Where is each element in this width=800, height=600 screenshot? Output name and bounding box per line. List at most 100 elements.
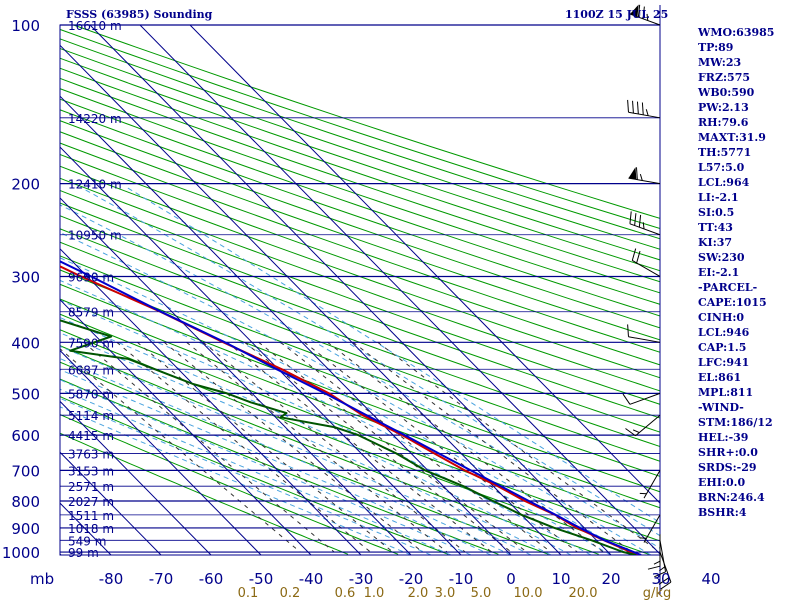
index-item: EI:-2.1	[698, 266, 740, 279]
index-item: EL:861	[698, 371, 742, 384]
index-item: LI:-2.1	[698, 191, 739, 204]
wind-barb	[658, 551, 672, 590]
temperature-tick-label: -10	[449, 570, 474, 588]
wind-barb-shaft	[643, 514, 661, 543]
index-item: WMO:63985	[698, 26, 775, 39]
dry-adiabat	[60, 57, 660, 261]
dry-adiabat	[60, 189, 660, 405]
wind-barb-feather	[642, 6, 645, 19]
wind-barb	[627, 324, 661, 343]
index-item: MPL:811	[698, 386, 754, 399]
dry-adiabat	[60, 269, 660, 493]
height-label: 3763 m	[68, 447, 114, 461]
index-item: SW:230	[698, 251, 745, 264]
wind-barb	[628, 167, 661, 185]
mixing-ratio-label: 0.1	[238, 586, 259, 600]
isotherm	[60, 44, 562, 555]
dry-adiabat	[60, 47, 660, 250]
mixing-ratio-label: 2.0	[408, 586, 429, 600]
height-label: 10950 m	[68, 229, 122, 243]
temperature-tick-label: -40	[299, 570, 324, 588]
pressure-tick-label: 200	[11, 176, 40, 194]
index-item: SHR+:0.0	[698, 446, 758, 459]
pressure-tick-label: 100	[11, 17, 40, 35]
wind-barb	[639, 514, 661, 543]
wind-barb-feather	[629, 211, 632, 224]
isotherm	[0, 25, 11, 555]
wind-barb-feather	[627, 324, 629, 337]
wind-barb-feather	[659, 566, 665, 572]
dry-adiabat	[60, 120, 660, 329]
index-item: -PARCEL-	[698, 281, 758, 294]
temperature-tick-label: -20	[399, 570, 424, 588]
isotherm	[60, 400, 212, 555]
dry-adiabat	[60, 88, 660, 294]
index-item: CAP:1.5	[698, 341, 747, 354]
wind-barb	[629, 211, 661, 236]
wind-barb-shaft	[659, 540, 667, 572]
index-item: -WIND-	[698, 401, 744, 414]
wind-barb-feather	[660, 581, 672, 590]
moist-adiabat	[60, 388, 452, 555]
index-item: WB0:590	[698, 86, 755, 99]
mixing-ratio-label: 1.0	[364, 586, 385, 600]
isotherm	[189, 25, 660, 504]
wind-barb-feather	[642, 222, 645, 229]
index-item: STM:186/12	[698, 416, 773, 429]
height-label: 7590 m	[68, 336, 114, 350]
index-item: CAPE:1015	[698, 296, 767, 309]
dry-adiabat	[60, 142, 660, 353]
height-label: 4415 m	[68, 429, 114, 443]
wind-barb-shaft	[643, 470, 661, 499]
wind-barb-feather	[641, 102, 644, 115]
wind-barb-shaft	[629, 223, 661, 236]
moist-adiabat	[125, 186, 660, 524]
dry-adiabat	[60, 361, 549, 555]
wind-barb-feather	[635, 167, 638, 180]
isotherm	[60, 146, 462, 555]
height-label: 6687 m	[68, 363, 114, 377]
mixing-ratio-label: 20.0	[569, 586, 598, 600]
pressure-tick-label: 400	[11, 334, 40, 352]
index-item: L57:5.0	[698, 161, 745, 174]
wind-barb-feather	[654, 571, 666, 578]
wind-barb	[647, 534, 661, 570]
wind-barb-feather	[647, 565, 661, 570]
height-label: 2027 m	[68, 495, 114, 509]
isotherm	[60, 248, 362, 555]
wind-barb-shaft	[635, 414, 661, 437]
index-item: TH:5771	[698, 146, 752, 159]
height-label: 5870 m	[68, 387, 114, 401]
isobars	[59, 5, 661, 595]
index-item: LCL:946	[698, 326, 750, 339]
parcel-line	[60, 260, 642, 555]
height-label: 12410 m	[68, 178, 122, 192]
wind-barb-shaft	[629, 392, 661, 405]
moist-adiabat	[60, 231, 652, 555]
height-label: 3153 m	[68, 464, 114, 478]
dry-adiabat	[60, 396, 449, 555]
wind-barb-feather	[627, 99, 629, 113]
mixing-ratio-label: g/kg	[643, 586, 671, 600]
pressure-tick-label: 300	[11, 268, 40, 286]
height-label: 9690 m	[68, 270, 114, 284]
mixing-ratio-line	[83, 341, 335, 553]
wind-barb	[639, 470, 661, 499]
wind-barb-shaft	[628, 336, 661, 343]
isotherm	[89, 25, 612, 555]
moist-adiabat	[60, 317, 572, 555]
wind-barb-feather	[632, 429, 640, 434]
sounding-indices: WMO:63985 TP:89 MW:23 FRZ:575 WB0:590 PW:2.13…	[698, 25, 774, 520]
dry-adiabat	[60, 98, 660, 305]
index-item: LFC:941	[698, 356, 750, 369]
isotherm	[60, 95, 512, 555]
index-item: BRN:246.4	[698, 491, 765, 504]
index-item: KI:37	[698, 236, 733, 249]
temperature-tick-label: 10	[551, 570, 570, 588]
dry-adiabat	[60, 414, 399, 555]
dry-adiabat	[60, 38, 660, 240]
dry-adiabat	[60, 345, 599, 555]
moist-adiabat	[60, 406, 412, 555]
dry-adiabat	[60, 329, 650, 555]
moist-adiabat	[60, 332, 552, 555]
